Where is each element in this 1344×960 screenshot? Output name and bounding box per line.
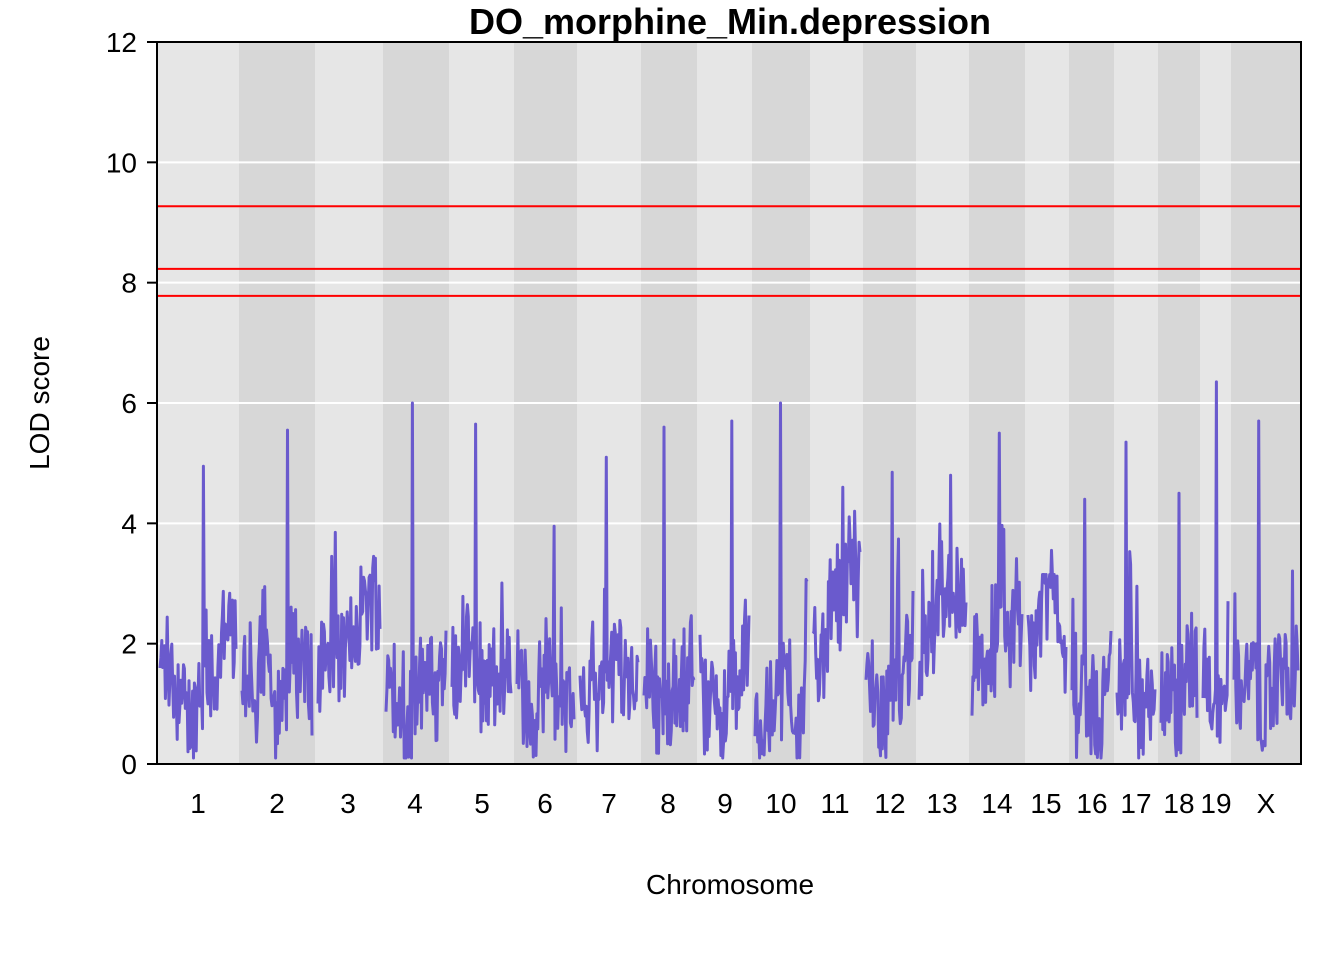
lod-trace-chr-11 (811, 485, 862, 703)
y-tick-label-2: 2 (121, 629, 137, 660)
x-tick-label-2: 2 (269, 788, 285, 819)
y-tick-label-4: 4 (121, 508, 137, 539)
x-tick-label-17: 17 (1120, 788, 1151, 819)
x-tick-label-7: 7 (601, 788, 617, 819)
y-axis: 0 2 4 6 8 10 12 (106, 27, 157, 780)
lod-trace-chr-15 (1026, 548, 1068, 694)
lod-trace-chr-16 (1070, 497, 1113, 760)
y-tick-label-0: 0 (121, 749, 137, 780)
y-tick-label-6: 6 (121, 388, 137, 419)
lod-trace-chr-8 (642, 425, 696, 755)
lod-trace-chr-12 (864, 470, 915, 759)
y-tick-label-12: 12 (106, 27, 137, 58)
x-tick-label-5: 5 (474, 788, 490, 819)
threshold-lines (157, 205, 1301, 297)
x-tick-label-10: 10 (765, 788, 796, 819)
lod-trace-chr-2 (240, 428, 314, 760)
y-axis-label: LOD score (24, 336, 55, 470)
lod-trace-chr-5 (450, 422, 513, 734)
lod-trace-chr-18 (1159, 491, 1199, 758)
x-tick-label-9: 9 (717, 788, 733, 819)
lod-trace-chr-13 (917, 473, 968, 700)
lod-trace-chr-19 (1201, 380, 1230, 744)
x-tick-label-6: 6 (537, 788, 553, 819)
lod-trace-chr-7 (578, 455, 640, 753)
x-tick-label-X: X (1257, 788, 1276, 819)
lod-trace-chr-14 (970, 431, 1024, 716)
lod-series (158, 380, 1300, 760)
lod-trace-chr-6 (515, 524, 576, 759)
lod-trace-chr-X (1232, 419, 1300, 752)
x-tick-label-4: 4 (407, 788, 423, 819)
x-axis: 1 2 3 4 5 6 7 8 9 10 11 12 13 14 15 16 17 18 19 X (190, 788, 1275, 819)
x-tick-label-19: 19 (1200, 788, 1231, 819)
y-tick-label-10: 10 (106, 147, 137, 178)
x-tick-label-18: 18 (1163, 788, 1194, 819)
x-tick-label-16: 16 (1076, 788, 1107, 819)
x-tick-label-14: 14 (981, 788, 1012, 819)
lod-trace-chr-1 (158, 464, 238, 760)
x-tick-label-8: 8 (660, 788, 676, 819)
lod-trace-chr-17 (1115, 440, 1157, 760)
x-tick-label-13: 13 (926, 788, 957, 819)
lod-trace-chr-10 (753, 401, 809, 760)
lod-trace-chr-9 (698, 419, 751, 760)
x-axis-label: Chromosome (646, 869, 814, 900)
x-tick-label-3: 3 (340, 788, 356, 819)
lod-trace-chr-3 (316, 530, 382, 713)
x-tick-label-12: 12 (874, 788, 905, 819)
x-tick-label-11: 11 (820, 788, 849, 819)
x-tick-label-15: 15 (1030, 788, 1061, 819)
lod-trace-chr-4 (384, 401, 448, 760)
chart-title: DO_morphine_Min.depression (469, 1, 991, 42)
x-tick-label-1: 1 (190, 788, 206, 819)
grid-lines (157, 161, 1301, 645)
y-tick-label-8: 8 (121, 268, 137, 299)
